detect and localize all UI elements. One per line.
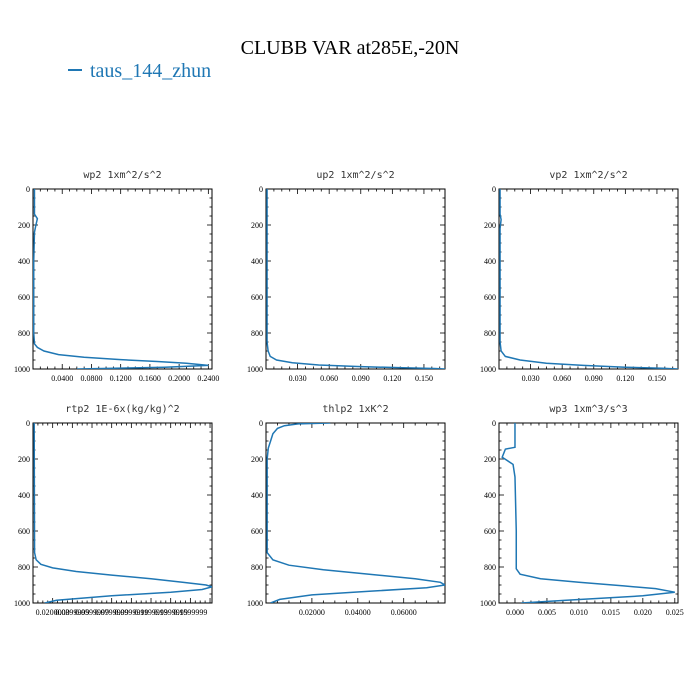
panel-6: wp3 1xm^3/s^3 0 200 400 600 800 1000 0.000 0.005…: [480, 404, 684, 617]
y-tick-label: 600: [251, 527, 263, 536]
y-tick-label: 200: [484, 221, 496, 230]
y-tick-label: 0: [259, 419, 263, 428]
x-tick-label: 0.0999999: [114, 608, 148, 617]
y-tick-label: 600: [18, 293, 30, 302]
y-tick-label: 0: [492, 419, 496, 428]
x-tick-label: 0.150: [415, 374, 433, 383]
y-tick-label: 200: [251, 455, 263, 464]
y-tick-label: 200: [18, 455, 30, 464]
panel-title: wp2 1xm^2/s^2: [83, 170, 161, 181]
x-tick-label: 0.2400: [197, 374, 219, 383]
x-tick-label: 0.020: [634, 608, 652, 617]
panel-title: up2 1xm^2/s^2: [316, 170, 394, 181]
series-line-taus_144_zhun: [33, 423, 212, 603]
series-line-taus_144_zhun: [499, 189, 678, 369]
y-tick-label: 400: [251, 257, 263, 266]
y-tick-label: 0: [26, 185, 30, 194]
y-tick-label: 1000: [247, 365, 263, 374]
axes-frame: [265, 188, 446, 370]
axes-frame: [32, 188, 213, 370]
x-tick-label: 0.1600: [139, 374, 161, 383]
y-tick-label: 800: [18, 563, 30, 572]
y-tick-label: 1000: [14, 599, 30, 608]
x-tick-label: 0.02000: [299, 608, 325, 617]
x-tick-label: 0.025: [666, 608, 684, 617]
y-tick-label: 800: [484, 563, 496, 572]
y-tick-label: 400: [18, 257, 30, 266]
y-tick-label: 1000: [247, 599, 263, 608]
x-tick-label: 0.015: [602, 608, 620, 617]
x-tick-label: 0.150: [648, 374, 666, 383]
x-tick-label: 0.005: [538, 608, 556, 617]
axes-frame: [265, 422, 446, 604]
y-tick-label: 1000: [14, 365, 30, 374]
series-line-taus_144_zhun: [266, 423, 445, 603]
panel-2: up2 1xm^2/s^2 0 200 400 600 800 1000 0.030 0.060…: [247, 170, 446, 383]
panel-5: thlp2 1xK^2 0 200 400 600 800 1000 0.02000 0.040…: [247, 404, 446, 617]
x-tick-label: 0.0799999: [95, 608, 129, 617]
x-tick-label: 0.04000: [345, 608, 371, 617]
panel-1: wp2 1xm^2/s^2 0 200 400 600 800 1000 0.0400 0.08…: [14, 170, 219, 383]
y-tick-label: 600: [484, 527, 496, 536]
x-tick-label: 0.06000: [391, 608, 417, 617]
x-tick-label: 0.0800: [80, 374, 102, 383]
x-tick-label: 0.0399999: [55, 608, 89, 617]
panel-title: thlp2 1xK^2: [322, 404, 388, 415]
y-tick-label: 0: [492, 185, 496, 194]
series-line-taus_144_zhun: [501, 423, 675, 603]
x-tick-label: 0.090: [352, 374, 370, 383]
y-tick-label: 600: [484, 293, 496, 302]
x-tick-label: 0.1200: [110, 374, 132, 383]
y-tick-label: 200: [251, 221, 263, 230]
series-line-taus_144_zhun: [33, 189, 209, 369]
legend: taus_144_zhun: [68, 60, 211, 83]
y-tick-label: 800: [18, 329, 30, 338]
panel-3: vp2 1xm^2/s^2 0 200 400 600 800 1000 0.030 0.060…: [480, 170, 679, 383]
y-tick-label: 600: [251, 293, 263, 302]
x-tick-label: 0.030: [522, 374, 540, 383]
y-tick-label: 800: [484, 329, 496, 338]
x-tick-label: 0.060: [320, 374, 338, 383]
x-tick-label: 0.030: [289, 374, 307, 383]
y-tick-label: 0: [259, 185, 263, 194]
y-tick-label: 400: [18, 491, 30, 500]
y-tick-label: 400: [484, 257, 496, 266]
x-tick-label: 0.090: [585, 374, 603, 383]
axes-frame: [498, 188, 679, 370]
x-tick-label: 0.1399999: [154, 608, 188, 617]
y-tick-label: 600: [18, 527, 30, 536]
x-tick-label: 0.120: [383, 374, 401, 383]
y-tick-label: 1000: [480, 365, 496, 374]
x-tick-label: 0.0200000: [36, 608, 70, 617]
y-tick-label: 1000: [480, 599, 496, 608]
y-tick-label: 0: [26, 419, 30, 428]
y-tick-label: 400: [251, 491, 263, 500]
x-tick-label: 0.2000: [168, 374, 190, 383]
y-tick-label: 400: [484, 491, 496, 500]
x-tick-label: 0.000: [506, 608, 524, 617]
panel-title: wp3 1xm^3/s^3: [549, 404, 627, 415]
x-tick-label: 0.010: [570, 608, 588, 617]
legend-label: taus_144_zhun: [90, 60, 212, 82]
legend-swatch: [68, 69, 82, 72]
panel-title: rtp2 1E-6x(kg/kg)^2: [65, 404, 179, 415]
x-tick-label: 0.0400: [51, 374, 73, 383]
x-tick-label: 0.120: [616, 374, 634, 383]
y-tick-label: 800: [251, 563, 263, 572]
y-tick-label: 200: [18, 221, 30, 230]
page-title: CLUBB VAR at285E,-20N: [240, 37, 460, 59]
y-tick-label: 800: [251, 329, 263, 338]
x-tick-label: 0.0599999: [75, 608, 109, 617]
x-tick-label: 0.1599999: [173, 608, 207, 617]
y-tick-label: 200: [484, 455, 496, 464]
panel-4: rtp2 1E-6x(kg/kg)^2 0 200 400 600 800 1000 0.02…: [14, 404, 213, 617]
x-tick-label: 0.060: [553, 374, 571, 383]
panel-title: vp2 1xm^2/s^2: [549, 170, 627, 181]
x-tick-label: 0.1199999: [134, 608, 168, 617]
series-line-taus_144_zhun: [266, 189, 445, 369]
